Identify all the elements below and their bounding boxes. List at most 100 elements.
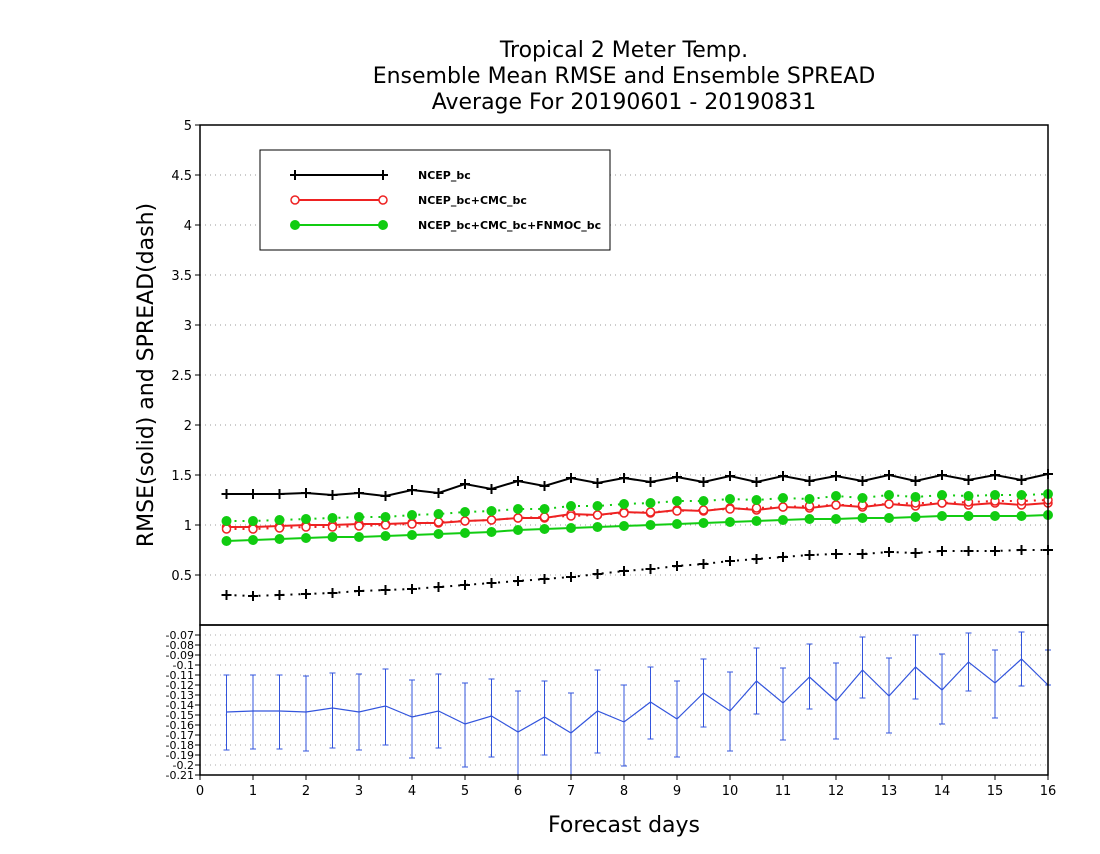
ncep-bc-cmc-bc-fnmoc-bc-rmse-point <box>592 522 603 532</box>
lower-y-tick-label: -0.13 <box>166 689 194 702</box>
lower-y-tick-label: -0.15 <box>166 709 194 722</box>
rmse-spread-panel: 0.5 1 1.5 2 2.5 3 3.5 4 4.5 5 <box>171 119 1053 626</box>
ncep-bc-rmse-point <box>937 470 947 480</box>
legend-ncep-bc-cmc-bc-fnmoc-bc-point <box>290 220 300 230</box>
ncep-bc-cmc-bc-fnmoc-bc-rmse-point <box>778 515 788 525</box>
ncep-bc-spread-point <box>857 549 868 559</box>
ncep-bc-cmc-bc-fnmoc-bc-spread-point <box>778 493 788 503</box>
y-tick-label: 5 <box>184 119 192 134</box>
ncep-bc-cmc-bc-fnmoc-bc-spread-point <box>566 501 576 511</box>
ncep-bc-cmc-bc-fnmoc-bc-rmse-point <box>725 517 735 527</box>
x-tick-label: 16 <box>1040 784 1057 799</box>
ncep-bc-cmc-bc-fnmoc-bc-rmse-point <box>751 516 762 526</box>
ncep-bc-rmse-point <box>433 488 444 498</box>
ncep-bc-cmc-bc-fnmoc-bc-spread-point <box>592 501 603 511</box>
ncep-bc-cmc-bc-spread-point <box>751 503 762 513</box>
ncep-bc-cmc-bc-fnmoc-bc-spread-point <box>937 490 947 500</box>
ncep-bc-cmc-bc-fnmoc-bc-rmse-point <box>433 529 444 539</box>
ncep-bc-cmc-bc-fnmoc-bc-rmse-point <box>513 525 523 535</box>
ncep-bc-rmse-point <box>301 488 311 498</box>
ncep-bc-spread-point <box>539 574 550 584</box>
ncep-bc-cmc-bc-fnmoc-bc-rmse-point <box>566 523 576 533</box>
ncep-bc-cmc-bc-spread-point <box>937 498 947 508</box>
ncep-bc-cmc-bc-fnmoc-bc-spread-point <box>725 494 735 504</box>
ncep-bc-cmc-bc-fnmoc-bc-spread-point <box>1016 490 1027 500</box>
x-tick-label: 9 <box>673 784 681 799</box>
ncep-bc-spread-point <box>1016 545 1027 555</box>
ncep-bc-cmc-bc-fnmoc-bc-spread-point <box>751 495 762 505</box>
ncep-bc-cmc-bc-spread-point <box>698 505 709 515</box>
ncep-bc-cmc-bc-fnmoc-bc-spread-point <box>248 516 258 526</box>
ncep-bc-spread-line <box>226 549 1048 598</box>
legend-ncep-bc-point <box>290 170 300 180</box>
ncep-bc-rmse-point <box>910 476 921 486</box>
ncep-bc-spread-point <box>831 549 841 559</box>
x-tick-label: 1 <box>249 784 257 799</box>
ncep-bc-rmse-point <box>963 475 974 485</box>
ncep-bc-rmse-point <box>672 472 682 482</box>
legend: NCEP_bc NCEP_bc+CMC_bc NCEP_bc+CMC_bc+FNMO… <box>259 149 611 251</box>
ncep-bc-cmc-bc-fnmoc-bc-spread-point <box>645 498 656 508</box>
lower-y-tick-label: -0.12 <box>166 679 194 692</box>
ncep-bc-spread-point <box>221 590 232 600</box>
ncep-bc-cmc-bc-fnmoc-bc-rmse-line <box>226 514 1049 542</box>
ncep-bc-cmc-bc-fnmoc-bc-rmse-point <box>990 511 1000 521</box>
ncep-bc-rmse-point <box>486 484 497 494</box>
ncep-bc-rmse-point <box>566 473 576 483</box>
lower-y-tick-label: -0.07 <box>166 629 194 642</box>
ncep-bc-spread-point <box>725 556 735 566</box>
ncep-bc-cmc-bc-fnmoc-bc-spread-point <box>990 490 1000 500</box>
ncep-bc-cmc-bc-fnmoc-bc-rmse-point <box>698 518 709 528</box>
ncep-bc-cmc-bc-fnmoc-bc-rmse-point <box>910 512 921 522</box>
lower-y-tick-label: -0.08 <box>166 639 194 652</box>
ncep-bc-spread-point <box>354 586 364 596</box>
ncep-bc-cmc-bc-spread-point <box>831 500 841 510</box>
ncep-bc-rmse-point <box>1016 475 1027 485</box>
ncep-bc-cmc-bc-fnmoc-bc-spread-point <box>486 506 497 516</box>
legend-ncep-bc-cmc-bc-fnmoc-bc-point <box>378 220 388 230</box>
chart-title-line-2: Ensemble Mean RMSE and Ensemble SPREAD <box>373 64 876 89</box>
ncep-bc-cmc-bc-fnmoc-bc-rmse-point <box>831 514 841 524</box>
ncep-bc-cmc-bc-spread-point <box>380 520 391 530</box>
ncep-bc-spread-point <box>380 585 391 595</box>
legend-ncep-bc-point <box>378 170 388 180</box>
ncep-bc-cmc-bc-fnmoc-bc-spread-point <box>619 499 629 509</box>
ncep-bc-cmc-bc-fnmoc-bc-spread-point <box>857 493 868 503</box>
x-tick-label: 14 <box>934 784 951 799</box>
ncep-bc-cmc-bc-fnmoc-bc-spread-point <box>884 490 894 500</box>
y-tick-label: 2.5 <box>171 369 192 384</box>
legend-label: NCEP_bc+CMC_bc <box>418 194 527 207</box>
legend-ncep-bc-cmc-bc-point <box>378 195 388 205</box>
lower-y-tick-label: -0.2 <box>173 759 194 772</box>
legend-label: NCEP_bc+CMC_bc+FNMOC_bc <box>418 219 601 232</box>
ncep-bc-cmc-bc-fnmoc-bc-series <box>221 489 1053 546</box>
ncep-bc-cmc-bc-fnmoc-bc-rmse-point <box>884 513 894 523</box>
ncep-bc-cmc-bc-spread-point <box>407 519 417 529</box>
x-tick-label: 12 <box>828 784 845 799</box>
ncep-bc-series <box>221 469 1053 601</box>
ncep-bc-cmc-bc-fnmoc-bc-spread-point <box>301 514 311 524</box>
ncep-bc-rmse-point <box>619 473 629 483</box>
lower-y-tick-label: -0.1 <box>173 659 194 672</box>
ncep-bc-cmc-bc-fnmoc-bc-rmse-point <box>672 519 682 529</box>
x-tick-label: 3 <box>355 784 363 799</box>
ncep-bc-cmc-bc-fnmoc-bc-rmse-point <box>539 524 550 534</box>
ncep-bc-rmse-point <box>698 477 709 487</box>
ncep-bc-cmc-bc-spread-point <box>619 508 629 518</box>
ncep-bc-rmse-point <box>327 490 338 500</box>
ncep-bc-cmc-bc-spread-point <box>672 506 682 516</box>
ncep-bc-cmc-bc-fnmoc-bc-rmse-point <box>619 521 629 531</box>
ncep-bc-rmse-point <box>645 477 656 487</box>
ncep-bc-cmc-bc-fnmoc-bc-spread-point <box>910 492 921 502</box>
ncep-bc-rmse-point <box>857 476 868 486</box>
ncep-bc-cmc-bc-fnmoc-bc-spread-point <box>513 504 523 514</box>
ncep-bc-spread-point <box>566 572 576 582</box>
ncep-bc-spread-point <box>672 561 682 571</box>
y-tick-label: 4.5 <box>171 169 192 184</box>
x-tick-label: 2 <box>302 784 310 799</box>
ncep-bc-spread-point <box>884 547 894 557</box>
ncep-bc-spread-point <box>910 548 921 558</box>
ncep-bc-rmse-point <box>354 488 364 498</box>
ncep-bc-spread-point <box>407 584 417 594</box>
x-tick-label: 0 <box>196 784 204 799</box>
